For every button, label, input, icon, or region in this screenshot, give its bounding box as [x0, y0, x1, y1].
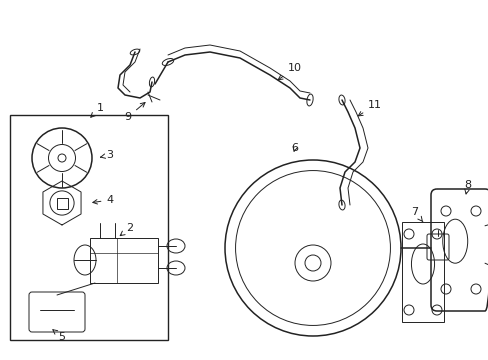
Bar [90, 238, 158, 283]
Text: 9: 9 [124, 103, 145, 122]
Text: 7: 7 [410, 207, 422, 222]
Text: 8: 8 [464, 180, 470, 194]
Text: 2: 2 [120, 223, 133, 235]
Text: 4: 4 [93, 195, 113, 205]
Bar [401, 222, 443, 322]
Text: 3: 3 [101, 150, 113, 160]
Text: 1: 1 [91, 103, 103, 117]
Text: 5: 5 [53, 330, 65, 342]
Bar [10, 115, 168, 340]
Bar [57, 198, 67, 208]
Text: 11: 11 [358, 100, 381, 116]
Text: 10: 10 [278, 63, 302, 80]
Text: 6: 6 [291, 143, 298, 153]
